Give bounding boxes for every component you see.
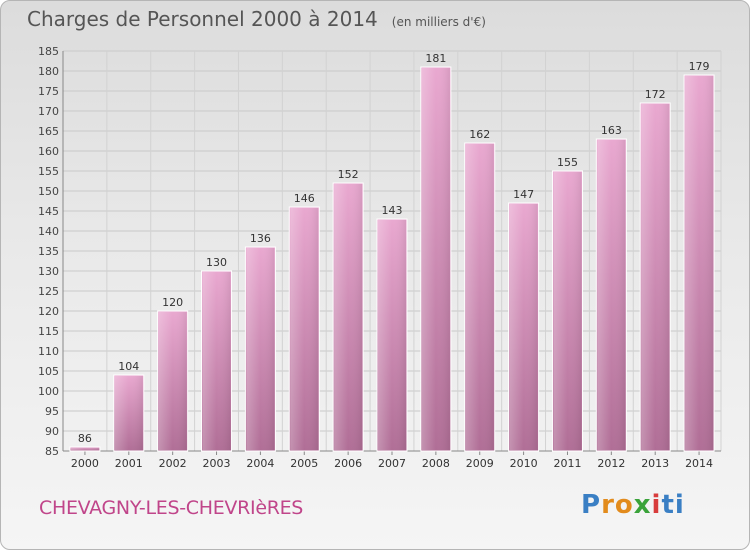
x-tick-label: 2004	[246, 457, 274, 470]
bars	[69, 66, 715, 452]
bar-shine	[685, 76, 714, 450]
logo-letter: r	[601, 490, 615, 520]
data-label: 147	[513, 188, 534, 201]
logo-letter: o	[614, 490, 634, 520]
y-tick-label: 175	[38, 85, 59, 98]
y-tick-label: 185	[38, 45, 59, 58]
logo-letter: ti	[661, 490, 685, 520]
data-label: 163	[601, 124, 622, 137]
y-tick-label: 110	[38, 345, 59, 358]
y-tick-label: 145	[38, 205, 59, 218]
x-tick-label: 2001	[115, 457, 143, 470]
x-tick-label: 2011	[553, 457, 581, 470]
y-tick-label: 140	[38, 225, 59, 238]
data-label: 152	[338, 168, 359, 181]
y-tick-label: 120	[38, 305, 59, 318]
bar-shine	[597, 140, 626, 450]
logo-letter: x	[633, 490, 652, 520]
logo-letter: i	[651, 490, 662, 520]
bar-shine	[465, 144, 494, 450]
data-label: 155	[557, 156, 578, 169]
y-tick-label: 155	[38, 165, 59, 178]
x-tick-label: 2010	[510, 457, 538, 470]
data-label: 179	[689, 60, 710, 73]
x-tick-label: 2007	[378, 457, 406, 470]
x-tick-label: 2000	[71, 457, 99, 470]
bar-shine	[114, 376, 143, 450]
data-label: 181	[425, 52, 446, 65]
data-label: 146	[294, 192, 315, 205]
x-tick-label: 2006	[334, 457, 362, 470]
y-tick-label: 130	[38, 265, 59, 278]
bar-shine	[246, 248, 275, 450]
chart-title-text: Charges de Personnel 2000 à 2014	[27, 7, 378, 31]
bar-shine	[378, 220, 406, 450]
y-tick-label: 180	[38, 65, 59, 78]
x-tick-label: 2002	[159, 457, 187, 470]
bar-shine	[202, 272, 231, 450]
commune-name: CHEVAGNY-LES-CHEVRIèRES	[39, 497, 304, 519]
x-tick-labels: 2000 2001 2002 2003 2004 2005 2006 2007 2008 2009…	[71, 457, 713, 470]
bar-shine	[290, 208, 319, 450]
value-labels: 86 104 120 130 136 146 152 143 181 162 147 155 163 17…	[78, 52, 710, 445]
y-tick-labels: 85 90 95 100 105 110 115 120 125 130 135 140 145 150 1…	[38, 45, 59, 458]
bar-shine	[70, 448, 99, 450]
y-tick-label: 135	[38, 245, 59, 258]
y-tick-label: 170	[38, 105, 59, 118]
x-tick-label: 2013	[641, 457, 669, 470]
y-tick-label: 90	[45, 425, 59, 438]
proxiti-logo: Proxiti	[581, 490, 685, 520]
data-label: 120	[162, 296, 183, 309]
data-label: 130	[206, 256, 227, 269]
bar-shine	[553, 172, 582, 450]
y-tick-label: 115	[38, 325, 59, 338]
logo-letter: P	[581, 490, 602, 520]
bar-shine	[509, 204, 538, 450]
y-tick-label: 105	[38, 365, 59, 378]
y-tick-label: 125	[38, 285, 59, 298]
chart-title: Charges de Personnel 2000 à 2014 (en mill…	[27, 7, 486, 31]
x-tick-label: 2009	[466, 457, 494, 470]
bar-shine	[334, 184, 363, 450]
x-tick-label: 2005	[290, 457, 318, 470]
y-tick-label: 95	[45, 405, 59, 418]
bar-shine	[421, 68, 450, 450]
data-label: 104	[118, 360, 139, 373]
y-tick-label: 85	[45, 445, 59, 458]
x-tick-label: 2014	[685, 457, 713, 470]
x-tick-label: 2003	[203, 457, 231, 470]
data-label: 143	[382, 204, 403, 217]
data-label: 136	[250, 232, 271, 245]
bar-shine	[641, 104, 670, 450]
bar-shine	[158, 312, 187, 450]
y-tick-label: 165	[38, 125, 59, 138]
x-tick-label: 2012	[597, 457, 625, 470]
x-tick-label: 2008	[422, 457, 450, 470]
y-tick-label: 150	[38, 185, 59, 198]
y-tick-label: 160	[38, 145, 59, 158]
chart-unit: (en milliers d'€)	[391, 15, 486, 29]
data-label: 86	[78, 432, 92, 445]
y-tick-label: 100	[38, 385, 59, 398]
data-label: 172	[645, 88, 666, 101]
data-label: 162	[469, 128, 490, 141]
